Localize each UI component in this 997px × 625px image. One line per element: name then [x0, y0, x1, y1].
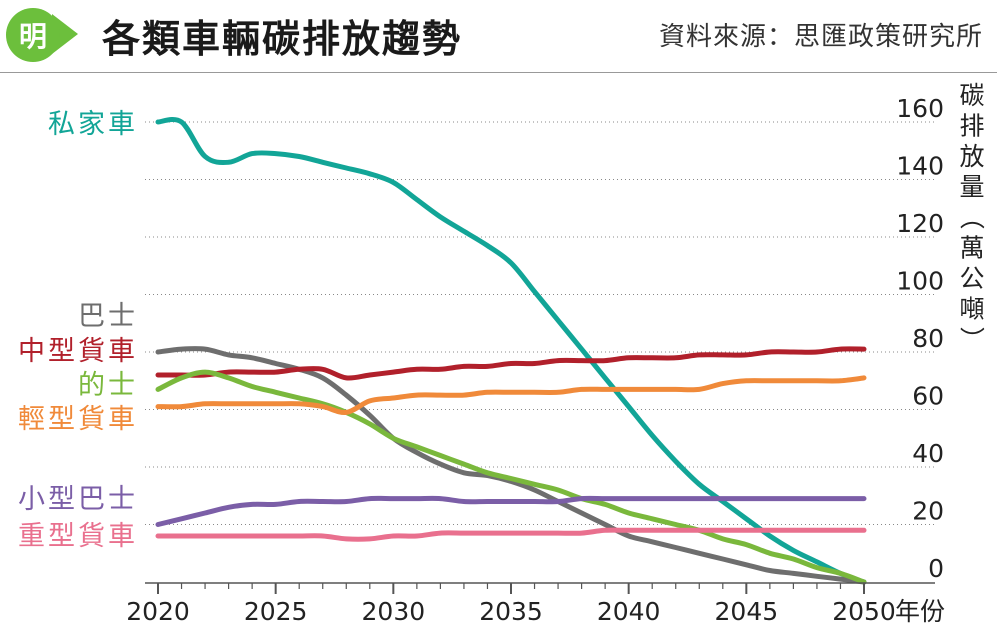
y-axis-title-char: 公 [959, 264, 984, 293]
chart-source: 資料來源：思匯政策研究所 [658, 22, 983, 52]
series-line [155, 527, 867, 542]
x-tick-label: 2030 [362, 597, 426, 625]
chart-title: 各類車輛碳排放趨勢 [102, 17, 463, 61]
y-axis-title-char: ） [957, 326, 986, 351]
grid-lines [145, 121, 935, 525]
y-tick-label: 80 [912, 324, 944, 353]
chart-header: 明 各類車輛碳排放趨勢 資料來源：思匯政策研究所 [0, 0, 997, 72]
series-line [155, 375, 867, 415]
series-label: 重型貨車 [18, 521, 138, 552]
y-axis-title-char: 萬 [959, 234, 984, 263]
series-label: 中型貨車 [18, 336, 138, 367]
y-tick-label: 20 [912, 497, 944, 526]
series-line [155, 116, 867, 585]
series-label: 巴士 [78, 301, 138, 332]
series-label: 輕型貨車 [18, 404, 138, 435]
y-tick-label: 160 [896, 94, 944, 123]
series-lines [155, 116, 867, 585]
x-axis: 2020 2025 2030 2035 2040 2045 2050 年份 [126, 582, 945, 625]
y-axis-title-char: 排 [959, 112, 984, 141]
series-label: 的士 [78, 370, 138, 401]
x-tick-label: 2045 [715, 597, 779, 625]
y-tick-label: 100 [896, 267, 944, 296]
y-axis-title-char: （ [957, 204, 986, 229]
series-label: 小型巴士 [18, 484, 138, 515]
x-tick-label: 2040 [597, 597, 661, 625]
series-line [155, 495, 867, 527]
series-line [155, 346, 867, 585]
x-tick-label: 2035 [479, 597, 543, 625]
y-axis-title-char: 噸 [959, 295, 984, 324]
y-tick-label: 120 [896, 209, 944, 238]
x-tick-label: 2025 [244, 597, 308, 625]
y-axis-tick-labels: 0 20 40 60 80 100 120 140 160 [896, 94, 944, 583]
y-tick-label: 0 [928, 554, 944, 583]
series-line [155, 369, 867, 585]
newspaper-logo: 明 [6, 8, 60, 62]
x-axis-title: 年份 [895, 597, 945, 625]
x-tick-label: 2020 [126, 597, 190, 625]
y-tick-label: 140 [896, 152, 944, 181]
y-axis-title-char: 碳 [959, 81, 984, 110]
x-tick-label: 2050 [832, 597, 896, 625]
series-line [155, 346, 867, 381]
y-axis-title-char: 放 [959, 142, 984, 171]
y-tick-label: 60 [912, 382, 944, 411]
series-label: 私家車 [48, 109, 138, 140]
y-tick-label: 40 [912, 439, 944, 468]
y-axis-title-char: 量 [959, 173, 984, 202]
header-divider [0, 72, 997, 73]
